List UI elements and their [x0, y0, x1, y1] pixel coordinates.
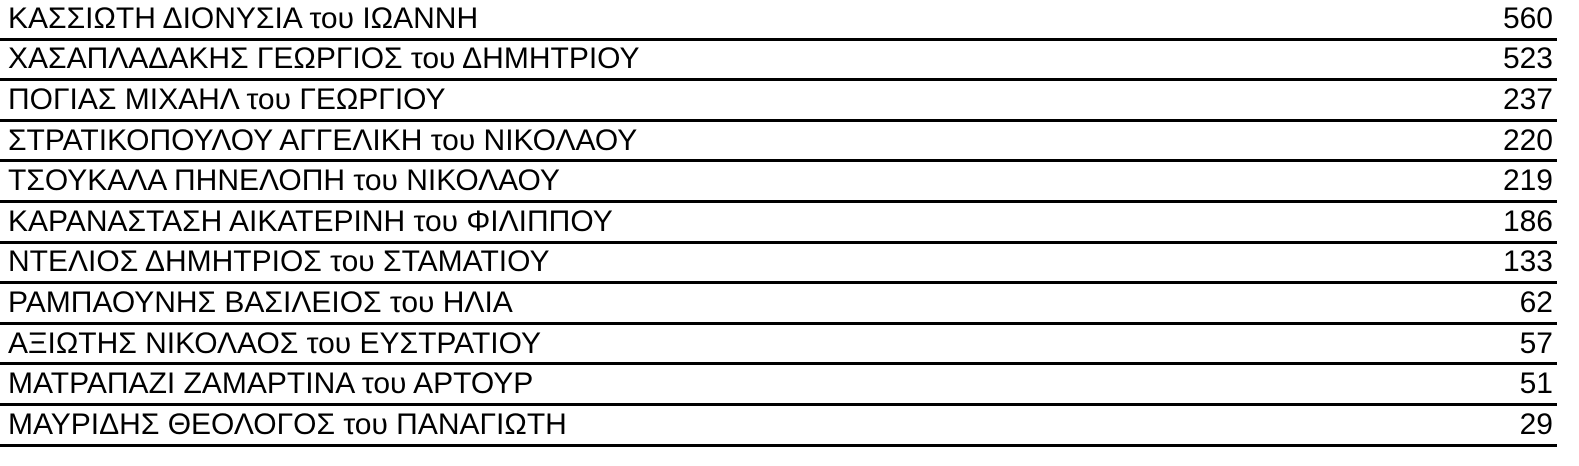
table-row: ΚΑΡΑΝΑΣΤΑΣΗ ΑΙΚΑΤΕΡΙΝΗ του ΦΙΛΙΠΠΟΥ 186: [0, 203, 1557, 244]
candidate-name: ΑΞΙΩΤΗΣ ΝΙΚΟΛΑΟΣ του ΕΥΣΤΡΑΤΙΟΥ: [8, 326, 541, 360]
candidate-name: ΠΟΓΙΑΣ ΜΙΧΑΗΛ του ΓΕΩΡΓΙΟΥ: [8, 82, 446, 116]
vote-count: 560: [1502, 1, 1553, 35]
vote-count: 51: [1519, 367, 1553, 401]
candidate-name: ΤΣΟΥΚΑΛΑ ΠΗΝΕΛΟΠΗ του ΝΙΚΟΛΑΟΥ: [8, 164, 560, 198]
table-row: ΝΤΕΛΙΟΣ ΔΗΜΗΤΡΙΟΣ του ΣΤΑΜΑΤΙΟΥ 133: [0, 244, 1557, 285]
candidate-name: ΚΑΡΑΝΑΣΤΑΣΗ ΑΙΚΑΤΕΡΙΝΗ του ΦΙΛΙΠΠΟΥ: [8, 204, 613, 238]
table-row: ΜΑΤΡΑΠΑΖΙ ΖΑΜΑΡΤΙΝΑ του ΑΡΤΟΥΡ 51: [0, 365, 1557, 406]
table-row: ΑΞΙΩΤΗΣ ΝΙΚΟΛΑΟΣ του ΕΥΣΤΡΑΤΙΟΥ 57: [0, 325, 1557, 366]
table-row: ΠΟΓΙΑΣ ΜΙΧΑΗΛ του ΓΕΩΡΓΙΟΥ 237: [0, 81, 1557, 122]
vote-count: 237: [1502, 82, 1553, 116]
table-row: ΜΑΥΡΙΔΗΣ ΘΕΟΛΟΓΟΣ του ΠΑΝΑΓΙΩΤΗ 29: [0, 406, 1557, 447]
vote-count: 62: [1519, 285, 1553, 319]
table-row: ΚΑΣΣΙΩΤΗ ΔΙΟΝΥΣΙΑ του ΙΩΑΝΝΗ 560: [0, 0, 1557, 41]
candidate-name: ΜΑΥΡΙΔΗΣ ΘΕΟΛΟΓΟΣ του ΠΑΝΑΓΙΩΤΗ: [8, 407, 567, 441]
vote-count: 57: [1519, 326, 1553, 360]
vote-count: 186: [1502, 204, 1553, 238]
candidate-name: ΜΑΤΡΑΠΑΖΙ ΖΑΜΑΡΤΙΝΑ του ΑΡΤΟΥΡ: [8, 367, 534, 401]
vote-count: 29: [1519, 407, 1553, 441]
table-row: ΤΣΟΥΚΑΛΑ ΠΗΝΕΛΟΠΗ του ΝΙΚΟΛΑΟΥ 219: [0, 162, 1557, 203]
table-row: ΡΑΜΠΑΟΥΝΗΣ ΒΑΣΙΛΕΙΟΣ του ΗΛΙΑ 62: [0, 284, 1557, 325]
candidate-name: ΚΑΣΣΙΩΤΗ ΔΙΟΝΥΣΙΑ του ΙΩΑΝΝΗ: [8, 1, 479, 35]
vote-count: 219: [1502, 164, 1553, 198]
candidate-name: ΡΑΜΠΑΟΥΝΗΣ ΒΑΣΙΛΕΙΟΣ του ΗΛΙΑ: [8, 285, 513, 319]
candidate-name: ΧΑΣΑΠΛΑΔΑΚΗΣ ΓΕΩΡΓΙΟΣ του ΔΗΜΗΤΡΙΟΥ: [8, 42, 640, 76]
candidate-name: ΣΤΡΑΤΙΚΟΠΟΥΛΟΥ ΑΓΓΕΛΙΚΗ του ΝΙΚΟΛΑΟΥ: [8, 123, 638, 157]
vote-count: 523: [1502, 42, 1553, 76]
results-table: ΚΑΣΣΙΩΤΗ ΔΙΟΝΥΣΙΑ του ΙΩΑΝΝΗ 560 ΧΑΣΑΠΛΑ…: [0, 0, 1557, 447]
vote-count: 133: [1502, 245, 1553, 279]
candidate-name: ΝΤΕΛΙΟΣ ΔΗΜΗΤΡΙΟΣ του ΣΤΑΜΑΤΙΟΥ: [8, 245, 550, 279]
table-row: ΧΑΣΑΠΛΑΔΑΚΗΣ ΓΕΩΡΓΙΟΣ του ΔΗΜΗΤΡΙΟΥ 523: [0, 41, 1557, 82]
table-row: ΣΤΡΑΤΙΚΟΠΟΥΛΟΥ ΑΓΓΕΛΙΚΗ του ΝΙΚΟΛΑΟΥ 220: [0, 122, 1557, 163]
vote-count: 220: [1502, 123, 1553, 157]
